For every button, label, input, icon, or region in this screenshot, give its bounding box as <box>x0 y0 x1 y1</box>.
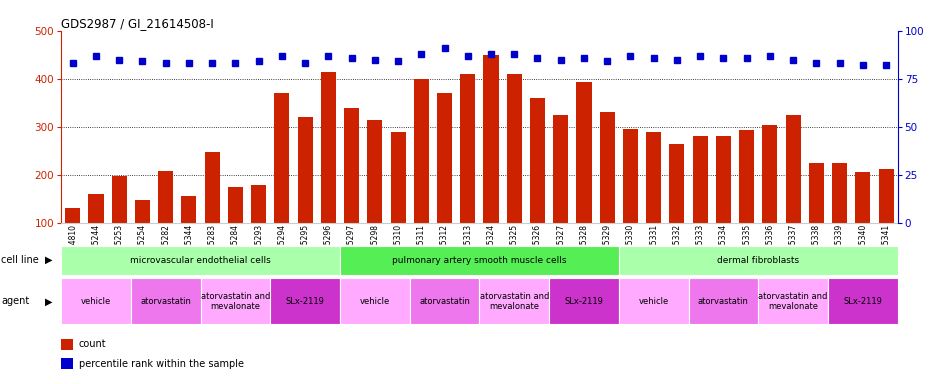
Bar <box>619 246 898 275</box>
Bar <box>181 196 196 271</box>
Text: GDS2987 / GI_21614508-I: GDS2987 / GI_21614508-I <box>61 17 214 30</box>
Text: atorvastatin and
mevalonate: atorvastatin and mevalonate <box>479 292 549 311</box>
Bar <box>479 278 549 324</box>
Text: atorvastatin: atorvastatin <box>140 297 191 306</box>
Text: cell line: cell line <box>1 255 39 265</box>
Text: count: count <box>79 339 106 349</box>
Bar <box>414 79 429 271</box>
Bar <box>200 278 271 324</box>
Bar <box>879 169 894 271</box>
Bar <box>808 163 824 271</box>
Bar <box>251 185 266 271</box>
Text: ▶: ▶ <box>45 255 53 265</box>
Text: agent: agent <box>1 296 29 306</box>
Bar <box>693 136 708 271</box>
Bar <box>461 74 476 271</box>
Bar <box>576 82 591 271</box>
Bar <box>205 152 220 271</box>
Text: microvascular endothelial cells: microvascular endothelial cells <box>130 256 271 265</box>
Bar <box>688 278 759 324</box>
Bar <box>227 187 243 271</box>
Bar <box>410 278 479 324</box>
Bar <box>112 176 127 271</box>
Bar <box>88 194 103 271</box>
Bar <box>786 115 801 271</box>
Bar <box>832 163 847 271</box>
Text: SLx-2119: SLx-2119 <box>565 297 603 306</box>
Bar <box>507 74 522 271</box>
Bar <box>65 208 80 271</box>
Bar <box>553 115 569 271</box>
Text: pulmonary artery smooth muscle cells: pulmonary artery smooth muscle cells <box>392 256 567 265</box>
Bar <box>483 55 498 271</box>
Bar <box>530 98 545 271</box>
Bar <box>134 200 150 271</box>
Bar <box>390 131 406 271</box>
Bar <box>716 136 731 271</box>
Text: atorvastatin: atorvastatin <box>698 297 749 306</box>
Bar <box>340 246 619 275</box>
Bar <box>61 339 72 350</box>
Text: atorvastatin and
mevalonate: atorvastatin and mevalonate <box>759 292 828 311</box>
Text: atorvastatin and
mevalonate: atorvastatin and mevalonate <box>201 292 270 311</box>
Text: vehicle: vehicle <box>360 297 390 306</box>
Bar <box>131 278 200 324</box>
Bar <box>669 144 684 271</box>
Text: dermal fibroblasts: dermal fibroblasts <box>717 256 799 265</box>
Bar <box>646 131 661 271</box>
Bar <box>344 109 359 271</box>
Bar <box>61 246 340 275</box>
Text: atorvastatin: atorvastatin <box>419 297 470 306</box>
Bar <box>298 117 313 271</box>
Text: SLx-2119: SLx-2119 <box>286 297 324 306</box>
Bar <box>762 125 777 271</box>
Text: SLx-2119: SLx-2119 <box>843 297 883 306</box>
Bar <box>274 93 290 271</box>
Bar <box>549 278 619 324</box>
Text: vehicle: vehicle <box>638 297 669 306</box>
Bar <box>61 358 72 369</box>
Text: percentile rank within the sample: percentile rank within the sample <box>79 359 243 369</box>
Bar <box>321 71 336 271</box>
Bar <box>61 278 131 324</box>
Bar <box>437 93 452 271</box>
Text: vehicle: vehicle <box>81 297 111 306</box>
Bar <box>828 278 898 324</box>
Bar <box>271 278 340 324</box>
Bar <box>855 172 870 271</box>
Text: ▶: ▶ <box>45 296 53 306</box>
Bar <box>619 278 688 324</box>
Bar <box>759 278 828 324</box>
Bar <box>623 129 638 271</box>
Bar <box>158 171 173 271</box>
Bar <box>739 130 754 271</box>
Bar <box>368 119 383 271</box>
Bar <box>340 278 410 324</box>
Bar <box>600 113 615 271</box>
